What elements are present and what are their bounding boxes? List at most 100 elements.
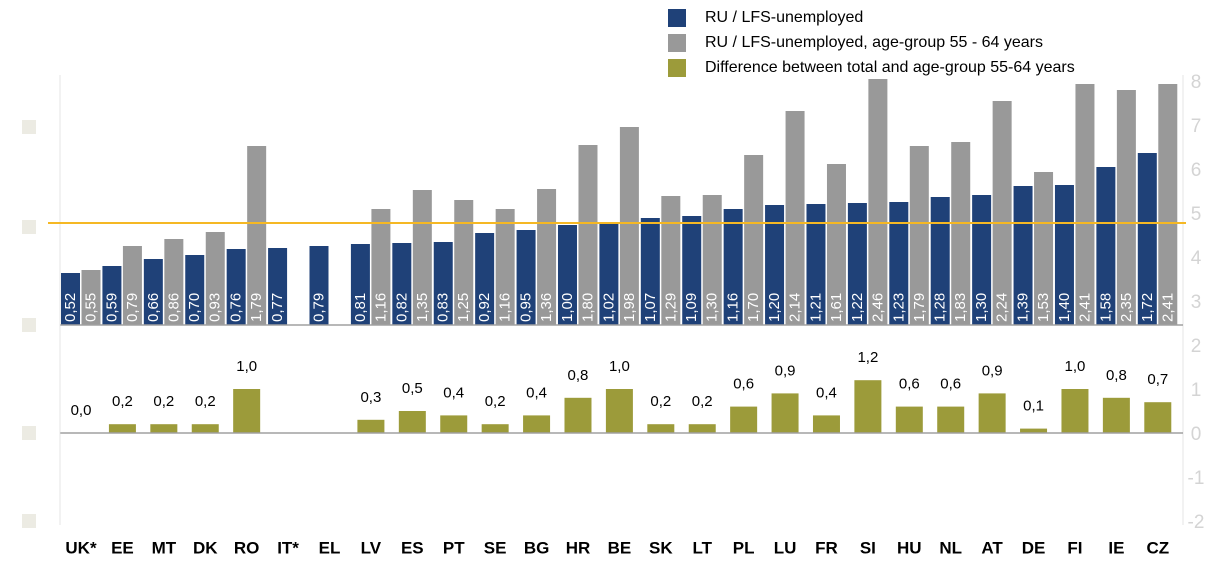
value-label: 1,16 bbox=[372, 293, 389, 322]
bar bbox=[454, 200, 474, 325]
bar bbox=[1158, 84, 1178, 325]
bar bbox=[122, 246, 142, 325]
value-label: 1,29 bbox=[662, 293, 679, 322]
value-label: 1,16 bbox=[497, 293, 514, 322]
bar bbox=[226, 249, 246, 325]
bar bbox=[702, 195, 722, 325]
bar bbox=[102, 266, 122, 325]
bar bbox=[1061, 389, 1089, 433]
bar bbox=[108, 424, 136, 433]
value-label: 2,41 bbox=[1159, 293, 1176, 322]
legend-swatch bbox=[668, 59, 686, 77]
value-label: 1,80 bbox=[579, 293, 596, 322]
value-label: 0,9 bbox=[775, 362, 796, 379]
value-label: 1,39 bbox=[1015, 293, 1032, 322]
x-tick-label: DE bbox=[1022, 538, 1046, 557]
value-label: 0,4 bbox=[443, 384, 464, 401]
value-label: 1,70 bbox=[745, 293, 762, 322]
bar bbox=[1137, 153, 1157, 325]
value-label: 0,9 bbox=[982, 362, 1003, 379]
bar bbox=[150, 424, 178, 433]
bar bbox=[164, 239, 184, 325]
bar bbox=[516, 230, 536, 325]
value-label: 0,8 bbox=[568, 367, 589, 384]
value-label: 0,2 bbox=[112, 393, 133, 410]
value-label: 0,4 bbox=[526, 384, 547, 401]
value-label: 0,55 bbox=[82, 293, 99, 322]
value-label: 0,52 bbox=[62, 293, 79, 322]
bar bbox=[619, 127, 639, 325]
x-tick-label: SK bbox=[649, 538, 673, 557]
y-tick-label: 0 bbox=[1191, 424, 1202, 445]
value-label: 0,82 bbox=[393, 293, 410, 322]
value-label: 1,02 bbox=[600, 293, 617, 322]
x-tick-label: PT bbox=[443, 538, 465, 557]
x-tick-label: UK* bbox=[65, 538, 97, 557]
bar bbox=[495, 209, 515, 325]
value-label: 0,0 bbox=[71, 402, 92, 419]
value-label: 0,1 bbox=[1023, 398, 1044, 415]
value-label: 0,66 bbox=[145, 293, 162, 322]
value-label: 1,21 bbox=[807, 293, 824, 322]
bar bbox=[309, 246, 329, 325]
value-label: 1,53 bbox=[1035, 293, 1052, 322]
value-label: 0,77 bbox=[269, 293, 286, 322]
x-tick-label: MT bbox=[152, 538, 177, 557]
value-label: 0,2 bbox=[650, 393, 671, 410]
value-label: 2,41 bbox=[1076, 293, 1093, 322]
value-label: 0,70 bbox=[186, 293, 203, 322]
value-label: 1,00 bbox=[559, 293, 576, 322]
value-label: 0,59 bbox=[103, 293, 120, 322]
bar bbox=[247, 146, 267, 325]
value-label: 1,09 bbox=[683, 293, 700, 322]
decoration bbox=[22, 514, 36, 528]
value-label: 0,2 bbox=[485, 393, 506, 410]
bar bbox=[1102, 397, 1130, 433]
bar bbox=[937, 406, 965, 433]
value-label: 1,79 bbox=[911, 293, 928, 322]
bar bbox=[475, 233, 495, 325]
decoration bbox=[22, 120, 36, 134]
y-tick-label: 8 bbox=[1191, 72, 1202, 93]
bar bbox=[61, 273, 81, 325]
x-tick-label: SE bbox=[484, 538, 507, 557]
bar bbox=[233, 389, 261, 433]
value-label: 0,2 bbox=[153, 393, 174, 410]
value-label: 2,14 bbox=[787, 293, 804, 322]
value-label: 0,93 bbox=[207, 293, 224, 322]
y-tick-label: 2 bbox=[1191, 336, 1202, 357]
bar bbox=[1054, 185, 1074, 325]
legend-swatch bbox=[668, 34, 686, 52]
x-tick-label: FI bbox=[1067, 538, 1082, 557]
bar bbox=[889, 202, 909, 325]
bar bbox=[143, 259, 163, 325]
value-label: 1,0 bbox=[1065, 358, 1086, 375]
bar bbox=[647, 424, 675, 433]
bar bbox=[392, 243, 412, 325]
value-label: 0,6 bbox=[733, 376, 754, 393]
bar bbox=[564, 397, 592, 433]
value-label: 1,0 bbox=[236, 358, 257, 375]
value-label: 1,79 bbox=[248, 293, 265, 322]
x-tick-label: LV bbox=[361, 538, 382, 557]
bar bbox=[1013, 186, 1033, 325]
x-tick-label: BG bbox=[524, 538, 550, 557]
bar bbox=[992, 101, 1012, 325]
value-label: 0,76 bbox=[228, 293, 245, 322]
value-label: 1,2 bbox=[857, 349, 878, 366]
value-label: 0,79 bbox=[124, 293, 141, 322]
bar bbox=[185, 255, 205, 325]
value-label: 0,86 bbox=[165, 293, 182, 322]
x-tick-label: ES bbox=[401, 538, 424, 557]
value-label: 0,7 bbox=[1147, 371, 1168, 388]
bar bbox=[605, 389, 633, 433]
value-label: 1,58 bbox=[1097, 293, 1114, 322]
y-tick-label: 3 bbox=[1191, 292, 1202, 313]
x-tick-label: PL bbox=[733, 538, 755, 557]
bar bbox=[268, 248, 288, 325]
bar bbox=[1096, 167, 1116, 325]
legend-label: RU / LFS-unemployed, age-group 55 - 64 y… bbox=[705, 34, 1043, 51]
value-label: 0,3 bbox=[360, 389, 381, 406]
value-label: 1,83 bbox=[952, 293, 969, 322]
